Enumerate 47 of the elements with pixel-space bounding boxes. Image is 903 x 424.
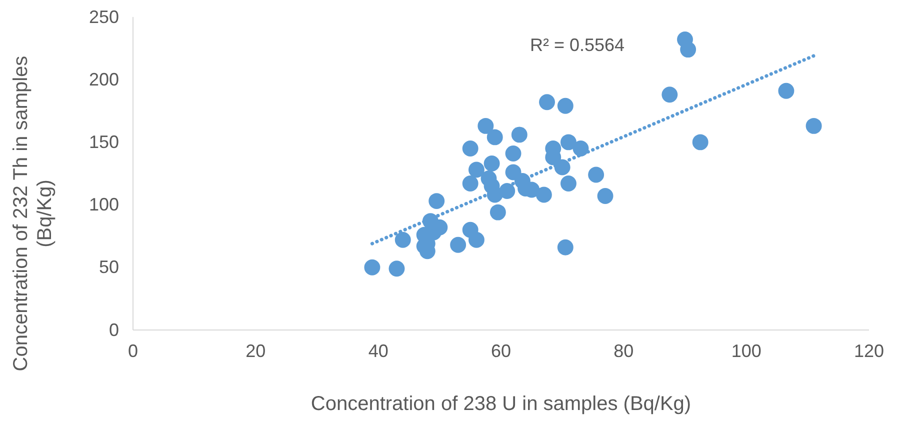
x-tick-label: 60 [490, 340, 512, 361]
point [560, 176, 576, 192]
point [499, 183, 516, 199]
point [484, 156, 500, 172]
point [536, 186, 552, 203]
annotation: R² = 0.5564 [530, 35, 625, 55]
point [597, 188, 614, 204]
x-tick-label: 20 [246, 340, 266, 361]
point [778, 82, 794, 99]
point [511, 126, 528, 143]
point [450, 236, 466, 253]
y-tick-label: 50 [98, 257, 119, 278]
y-axis-title: Concentration of 232 Th in samples (Bq/Kg) [10, 56, 56, 372]
point [560, 134, 576, 150]
point [572, 140, 589, 156]
point [692, 134, 708, 150]
point [468, 162, 484, 178]
point [505, 146, 522, 162]
y-tick-label: 150 [88, 132, 119, 152]
point [428, 193, 445, 210]
point [557, 239, 574, 256]
y-tick-label: 200 [88, 69, 119, 90]
y-tick-label: 250 [88, 6, 119, 27]
point [554, 159, 570, 176]
x-axis-title: Concentration of 238 U in samples (Bq/Kg) [310, 393, 692, 415]
point [486, 129, 503, 146]
point [394, 232, 411, 248]
x-tick-label: 120 [854, 340, 884, 361]
point [468, 232, 484, 248]
point [490, 204, 506, 220]
point [478, 118, 494, 134]
point [588, 166, 604, 183]
x-tick-label: 40 [368, 340, 388, 361]
y-tick-label: 0 [108, 320, 119, 340]
point [680, 42, 696, 58]
y-tick-label: 100 [88, 194, 119, 215]
point [662, 86, 678, 103]
x-tick-label: 80 [614, 340, 634, 361]
point [539, 94, 555, 110]
point [462, 176, 478, 192]
point [462, 140, 478, 156]
x-tick-label: 0 [128, 340, 138, 361]
x-tick-label: 100 [731, 340, 762, 361]
point [388, 260, 405, 277]
point [557, 98, 574, 114]
point [806, 118, 822, 134]
point [364, 259, 380, 276]
